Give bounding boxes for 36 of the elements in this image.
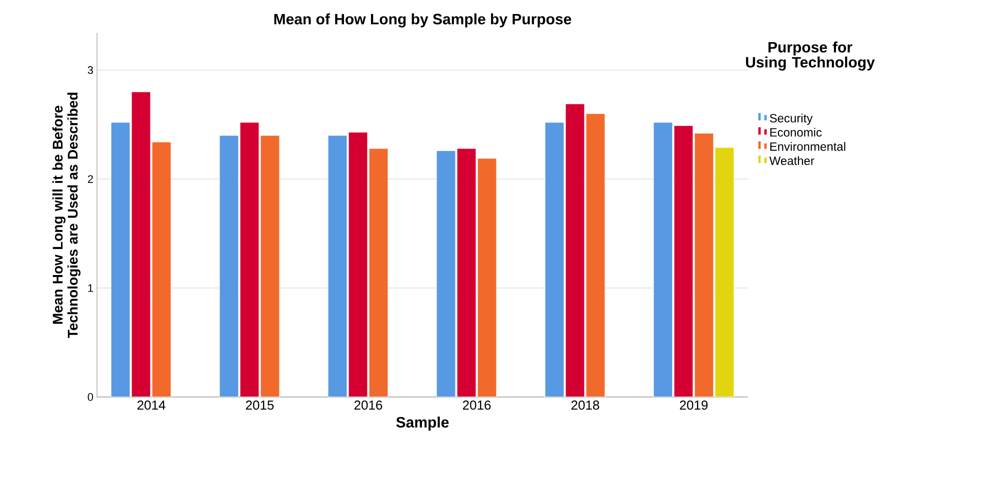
chart-title: Mean of How Long by Sample by Purpose: [274, 13, 572, 28]
bar: [368, 148, 388, 397]
bar: [219, 135, 239, 397]
x-tick-label: 2015: [246, 400, 274, 410]
bar: [674, 125, 694, 397]
x-tick-label: 2016: [354, 400, 382, 410]
bar: [544, 122, 564, 397]
x-tick-label: 2019: [680, 400, 708, 410]
legend-title: Purpose for Using Technology: [746, 42, 875, 71]
x-tick-label: 2016: [462, 400, 491, 410]
bar: [586, 113, 606, 397]
legend-label: Security: [770, 114, 813, 125]
bar: [565, 104, 585, 397]
bar: [131, 92, 151, 397]
y-tick-label: 0: [88, 393, 94, 401]
bar: [240, 122, 260, 397]
y-tick-label: 3: [88, 66, 93, 74]
legend-label: Economic: [770, 128, 822, 137]
x-tick-label: 2014: [137, 400, 166, 410]
bar: [152, 142, 172, 397]
bar: [260, 135, 280, 397]
bar: [456, 148, 476, 397]
legend-label: Environmental: [770, 142, 846, 151]
legend-label: Weather: [769, 156, 814, 166]
x-axis-title: Sample: [396, 416, 449, 431]
y-tick-label: 1: [88, 284, 93, 292]
bar: [694, 132, 714, 397]
x-tick-label: 2018: [571, 400, 600, 410]
bar: [653, 122, 673, 397]
y-axis-title: Mean How Long will it be Before Technologies are Used as Described: [52, 92, 80, 338]
bar: [436, 150, 456, 397]
bar: [110, 122, 130, 397]
y-tick-label: 2: [88, 175, 93, 183]
bar: [348, 132, 368, 397]
bar: [328, 135, 348, 397]
bar: [477, 158, 497, 397]
